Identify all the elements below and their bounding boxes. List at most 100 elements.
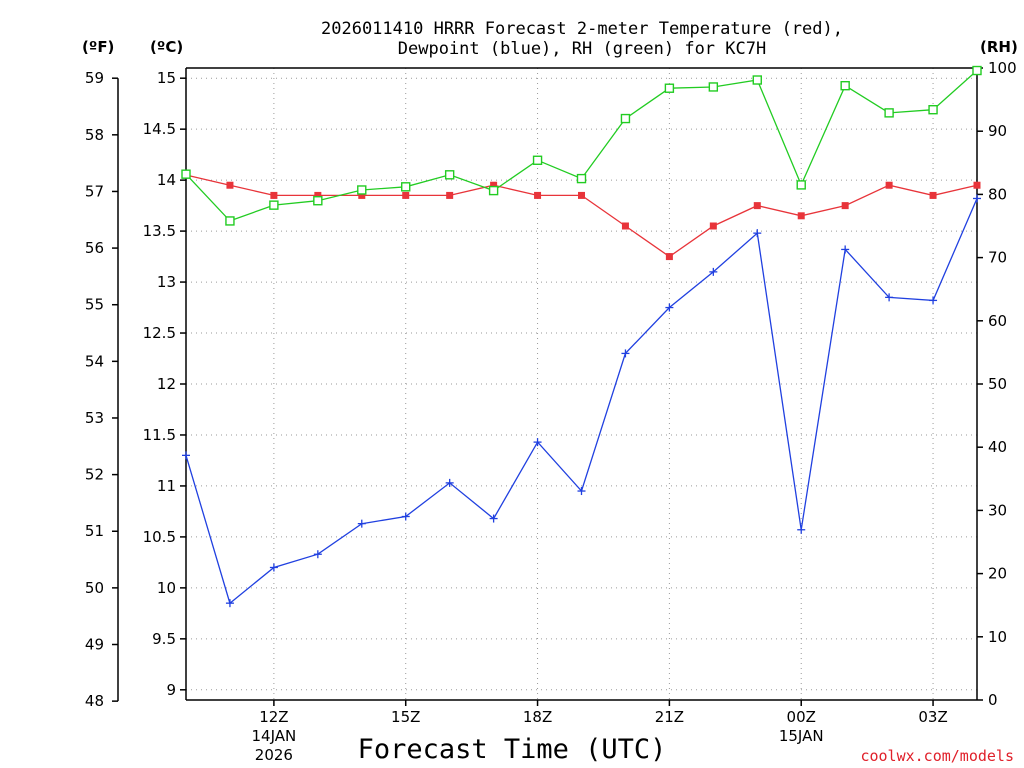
data-series	[181, 65, 982, 608]
fahrenheit-tick-label: 58	[85, 126, 104, 144]
rh-point	[884, 108, 894, 118]
celsius-tick-label: 14.5	[143, 120, 176, 138]
x-tick-year-label: 2026	[255, 746, 293, 764]
rh-tick-label: 80	[988, 185, 1007, 203]
fahrenheit-tick-label: 49	[85, 636, 104, 654]
rh-point	[313, 196, 323, 206]
temperature-point	[885, 181, 893, 189]
dewpoint-point	[841, 245, 850, 254]
celsius-axis-label: (ºC)	[150, 38, 183, 56]
rh-point	[840, 80, 850, 91]
temperature-point	[753, 202, 761, 210]
temperature-point	[841, 202, 849, 210]
celsius-tick-label: 9.5	[152, 630, 176, 648]
rh-point	[972, 65, 982, 76]
dewpoint-point	[533, 438, 542, 447]
rh-point	[357, 185, 367, 195]
chart-title-line2: Dewpoint (blue), RH (green) for KC7H	[398, 39, 766, 59]
temperature-line	[185, 174, 978, 258]
fahrenheit-axis-label: (ºF)	[82, 38, 114, 56]
fahrenheit-tick-label: 50	[85, 579, 104, 597]
celsius-tick-label: 11.5	[143, 426, 176, 444]
rh-point	[796, 180, 806, 190]
temperature-point	[797, 212, 805, 220]
x-tick-label: 03Z	[918, 708, 947, 726]
temperature-point	[490, 181, 498, 189]
chart-title-line1: 2026011410 HRRR Forecast 2-meter Tempera…	[321, 19, 843, 39]
rh-point	[401, 182, 411, 192]
x-tick-label: 15Z	[391, 708, 420, 726]
rh-tick-label: 60	[988, 312, 1007, 330]
rh-tick-label: 30	[988, 501, 1007, 519]
x-tick-label: 12Z	[259, 708, 288, 726]
celsius-tick-label: 10.5	[143, 528, 176, 546]
rh-point	[928, 105, 938, 115]
fahrenheit-tick-label: 53	[85, 409, 104, 427]
rh-point	[664, 83, 675, 93]
temperature-point	[578, 191, 585, 199]
rh-tick-label: 70	[988, 249, 1007, 267]
fahrenheit-tick-label: 56	[85, 239, 104, 257]
rh-tick-label: 20	[988, 565, 1007, 583]
dewpoint-point	[357, 519, 366, 528]
celsius-tick-label: 14	[157, 171, 176, 189]
celsius-tick-label: 12.5	[143, 324, 176, 342]
dewpoint-point	[313, 550, 322, 559]
dewpoint-point	[445, 478, 454, 487]
x-tick-date-label: 15JAN	[779, 727, 824, 745]
temperature-point	[665, 253, 673, 261]
temperature-point	[446, 191, 454, 199]
rh-point	[620, 113, 631, 124]
x-tick-label: 00Z	[787, 708, 816, 726]
grid-lines	[186, 68, 977, 700]
dewpoint-point	[577, 487, 586, 496]
rh-point	[181, 169, 191, 179]
dewpoint-point	[709, 267, 718, 276]
fahrenheit-tick-label: 59	[85, 69, 104, 87]
rh-tick-label: 100	[988, 59, 1017, 77]
dewpoint-point	[797, 525, 806, 534]
temperature-point	[709, 222, 717, 230]
dewpoint-line	[185, 198, 978, 605]
temperature-point	[534, 191, 542, 199]
x-tick-label: 21Z	[655, 708, 684, 726]
dewpoint-point	[885, 293, 894, 302]
temperature-point	[270, 191, 278, 199]
rh-point	[444, 170, 455, 180]
rh-point	[488, 185, 499, 196]
temperature-point	[402, 191, 410, 199]
fahrenheit-tick-label: 52	[85, 466, 104, 484]
dewpoint-point	[182, 451, 190, 460]
celsius-tick-label: 13	[157, 273, 176, 291]
temperature-point	[358, 191, 366, 199]
rh-tick-label: 90	[988, 122, 1007, 140]
temperature-point	[226, 181, 234, 189]
celsius-tick-label: 10	[157, 579, 176, 597]
plot-area	[181, 65, 982, 608]
celsius-tick-label: 13.5	[143, 222, 176, 240]
axes	[112, 67, 983, 706]
temperature-point	[314, 191, 322, 199]
rh-point	[269, 200, 279, 210]
rh-tick-label: 40	[988, 438, 1007, 456]
fahrenheit-tick-label: 57	[85, 182, 104, 200]
temperature-point	[929, 191, 937, 199]
fahrenheit-tick-label: 51	[85, 522, 104, 540]
rh-point	[532, 155, 543, 165]
x-tick-label: 18Z	[523, 708, 552, 726]
dewpoint-point	[489, 514, 498, 523]
rh-tick-label: 10	[988, 628, 1007, 646]
temperature-point	[621, 222, 629, 230]
fahrenheit-tick-label: 55	[85, 296, 104, 314]
celsius-tick-label: 11	[157, 477, 176, 495]
credit-text: coolwx.com/models	[860, 747, 1014, 765]
rh-point	[708, 82, 719, 92]
temperature-point	[973, 181, 981, 189]
dewpoint-point	[401, 512, 410, 521]
dewpoint-point	[269, 563, 278, 572]
fahrenheit-tick-label: 54	[85, 352, 104, 370]
dewpoint-point	[665, 303, 674, 312]
celsius-tick-label: 12	[157, 375, 176, 393]
x-axis-title: Forecast Time (UTC)	[358, 734, 667, 765]
